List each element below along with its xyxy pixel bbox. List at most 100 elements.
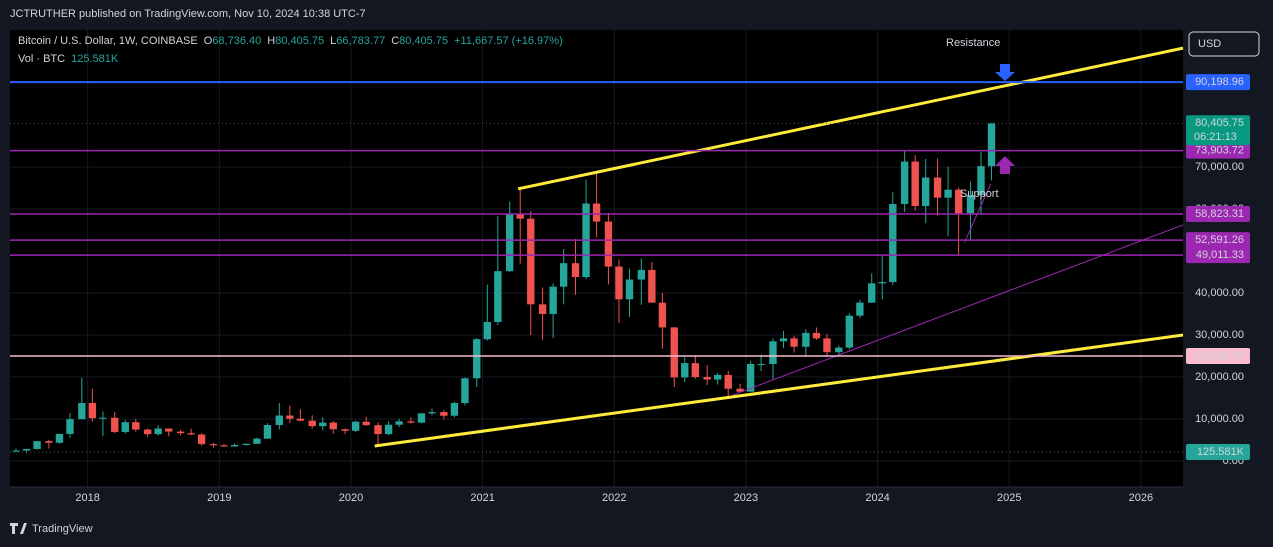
candle-body <box>132 422 140 430</box>
candle-body <box>757 363 765 365</box>
field-value: 80,405.75 <box>275 35 324 47</box>
symbol: Bitcoin / U.S. Dollar, 1W, COINBASE <box>18 35 198 47</box>
candle-body <box>121 422 129 432</box>
candle-body <box>714 374 722 380</box>
volume-value: 125.581K <box>71 53 119 65</box>
arrow-up <box>995 156 1015 174</box>
candle-body <box>538 304 547 315</box>
volume-key: Vol · BTC <box>18 53 65 65</box>
candle-body <box>55 433 64 443</box>
candle-body <box>769 341 777 364</box>
level-label: 25,006.90 <box>1195 350 1244 362</box>
candle-body <box>494 271 502 322</box>
candle-body <box>275 415 283 426</box>
candle-body <box>604 221 613 267</box>
level-label: 90,198.96 <box>1195 76 1244 88</box>
field-value: 66,783.77 <box>336 35 385 47</box>
grid <box>10 30 1183 487</box>
level-label-bg <box>1186 247 1250 264</box>
currency[interactable]: USD <box>1198 38 1221 50</box>
x-tick-label: 2023 <box>734 492 758 504</box>
publisher: JCTRUTHER published on TradingView.com, … <box>10 8 366 20</box>
y-tick-label: 70,000.00 <box>1195 161 1244 173</box>
candle-body <box>428 412 436 414</box>
candle-body <box>966 195 975 214</box>
field-value: 68,736.40 <box>212 35 261 47</box>
candle-body <box>790 338 798 347</box>
candle-body <box>922 177 930 207</box>
x-tick-label: 2019 <box>207 492 231 504</box>
marks <box>12 123 996 454</box>
candle-body <box>209 444 218 446</box>
candle-body <box>66 419 74 434</box>
field-value: 80,405.75 <box>399 35 448 47</box>
candle-body <box>286 415 294 419</box>
x-tick-label: 2022 <box>602 492 626 504</box>
candle-body <box>812 332 821 339</box>
trend-line <box>517 46 1184 191</box>
level-label: 49,011.33 <box>1196 249 1244 261</box>
candle-body <box>220 445 228 447</box>
candle-body <box>384 424 393 435</box>
candle-body <box>12 450 20 452</box>
overlay <box>10 46 1184 453</box>
level-label-bg <box>1186 232 1250 249</box>
candle-body <box>22 448 31 451</box>
candle-body <box>911 161 919 207</box>
candle-body <box>977 166 985 196</box>
candle-body <box>263 425 272 439</box>
candle-body <box>33 441 41 449</box>
candle-body <box>516 214 524 219</box>
level-label: 52,591.26 <box>1195 234 1244 246</box>
annotation-support: Support <box>960 188 999 200</box>
currency-button[interactable] <box>1188 31 1260 57</box>
volume-info: Vol · BTC 125.581K <box>18 53 119 65</box>
candle-body <box>473 339 481 379</box>
candle-body <box>111 417 119 432</box>
candle-body <box>746 363 755 392</box>
countdown: 06:21:13 <box>1194 131 1237 143</box>
candle-body <box>374 425 382 435</box>
x-tick-label: 2018 <box>75 492 99 504</box>
candle-body <box>362 421 370 426</box>
candle-body <box>703 377 711 380</box>
y-tick-label: 40,000.00 <box>1195 287 1244 299</box>
candle-body <box>143 429 152 435</box>
last-price-label: 80,405.75 <box>1195 117 1244 129</box>
candle-body <box>78 403 86 420</box>
trend-line <box>732 224 1184 396</box>
candle-body <box>176 431 185 434</box>
field-key: C <box>391 35 399 47</box>
field-key: H <box>267 35 275 47</box>
candle-body <box>691 363 700 378</box>
candle-body <box>681 363 689 378</box>
candle-body <box>933 177 942 198</box>
level-label-bg <box>1186 347 1250 364</box>
candle-body <box>319 422 327 427</box>
candle-body <box>559 263 568 287</box>
candle-body <box>99 417 107 419</box>
candle-body <box>670 327 678 378</box>
x-tick-label: 2026 <box>1129 492 1153 504</box>
candle-body <box>845 315 854 348</box>
volume-label-bg <box>1186 444 1250 460</box>
candle-body <box>648 269 656 303</box>
candle-body <box>802 332 810 347</box>
candle-body <box>823 338 831 353</box>
level-label-bg <box>1186 74 1250 91</box>
x-tick-label: 2024 <box>865 492 889 504</box>
level-label-bg <box>1186 142 1250 159</box>
candle-body <box>242 443 251 446</box>
candle-body <box>592 203 601 222</box>
candle-body <box>835 347 843 353</box>
candle-body <box>483 321 491 340</box>
brand: TradingView <box>32 523 93 535</box>
candle-body <box>88 403 97 419</box>
level-label-bg <box>1186 205 1250 222</box>
x-tick-label: 2021 <box>470 492 494 504</box>
candle-body <box>527 218 535 305</box>
candle-body <box>856 302 864 316</box>
annotation-resistance: Resistance <box>946 37 1000 49</box>
field-key: O <box>204 35 213 47</box>
candle-body <box>253 438 261 444</box>
